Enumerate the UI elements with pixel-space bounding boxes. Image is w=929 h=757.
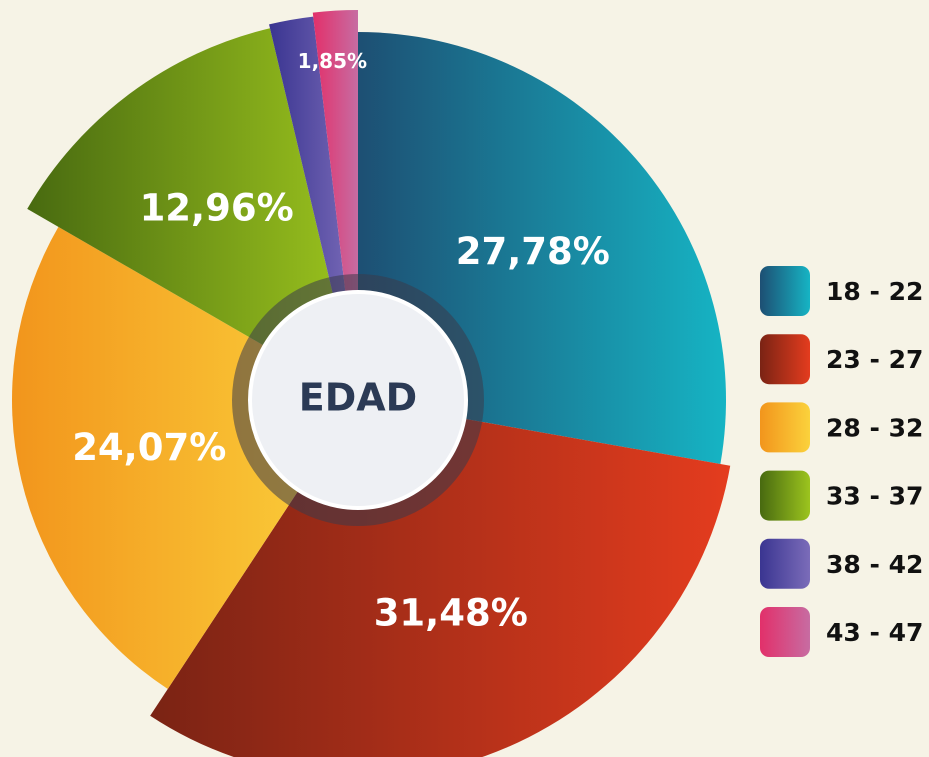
value-label: 31,48% [374, 592, 528, 635]
legend-label: 18 - 22 [826, 277, 923, 306]
legend-label: 33 - 37 [826, 482, 923, 511]
value-label: 12,96% [140, 186, 294, 229]
legend-label: 43 - 47 [826, 618, 923, 647]
legend: 18 - 22 23 - 27 28 - 32 33 - 37 38 - 42 43 - … [760, 266, 923, 657]
legend-swatch [760, 538, 810, 589]
pie-slice [12, 226, 358, 689]
labels: 27,78% 31,48% 24,07% 12,96% 1,85% [72, 49, 610, 635]
pie-slice [150, 400, 731, 757]
legend-swatch [760, 607, 810, 657]
center-disc [248, 290, 468, 510]
value-label: 27,78% [456, 230, 610, 273]
legend-swatch [760, 402, 810, 453]
center-title: EDAD [299, 376, 417, 420]
value-label: 24,07% [72, 426, 226, 469]
legend-label: 28 - 32 [826, 413, 923, 442]
legend-swatch [760, 266, 810, 316]
legend-swatch [760, 334, 810, 385]
legend-label: 38 - 42 [826, 550, 923, 579]
legend-label: 23 - 27 [826, 345, 923, 374]
legend-swatch [760, 470, 810, 521]
value-label: 1,85% [298, 49, 367, 73]
